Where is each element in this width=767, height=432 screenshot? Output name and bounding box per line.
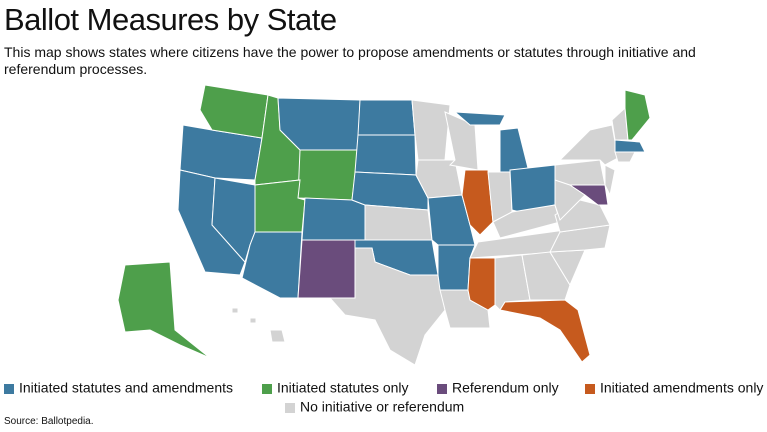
state <box>554 159 606 186</box>
state <box>604 164 616 197</box>
state <box>117 261 211 359</box>
state <box>328 247 446 366</box>
state <box>614 139 646 153</box>
state <box>461 169 494 236</box>
state <box>614 151 636 163</box>
state <box>624 89 651 141</box>
state <box>297 239 356 299</box>
legend-swatch <box>437 384 447 394</box>
state <box>509 164 556 213</box>
state <box>351 171 429 211</box>
state <box>269 329 286 343</box>
legend-swatch <box>585 384 595 394</box>
legend-label: Initiated statutes only <box>277 380 409 396</box>
legend-label: Referendum only <box>452 380 559 396</box>
state <box>521 251 571 301</box>
legend-swatch <box>4 384 14 394</box>
state <box>301 197 366 241</box>
legend-label: Initiated statutes and amendments <box>19 380 233 396</box>
state <box>499 127 529 176</box>
legend-label: No initiative or referendum <box>300 399 464 415</box>
state <box>249 317 257 324</box>
subtitle: This map shows states where citizens hav… <box>4 44 696 77</box>
state <box>254 179 306 233</box>
state <box>499 299 591 363</box>
state <box>231 307 239 314</box>
title: Ballot Measures by State <box>4 2 337 37</box>
state <box>411 99 451 161</box>
state <box>453 111 506 126</box>
state <box>568 184 609 206</box>
state <box>354 134 417 176</box>
source: Source: Ballotpedia. <box>4 416 94 427</box>
legend-swatch <box>262 384 272 394</box>
state <box>357 99 416 136</box>
state <box>364 204 433 241</box>
state <box>199 84 269 139</box>
state <box>558 124 619 166</box>
state <box>297 149 359 201</box>
legend-label: Initiated amendments only <box>600 380 763 396</box>
state <box>241 231 303 299</box>
legend-swatch <box>285 403 295 413</box>
